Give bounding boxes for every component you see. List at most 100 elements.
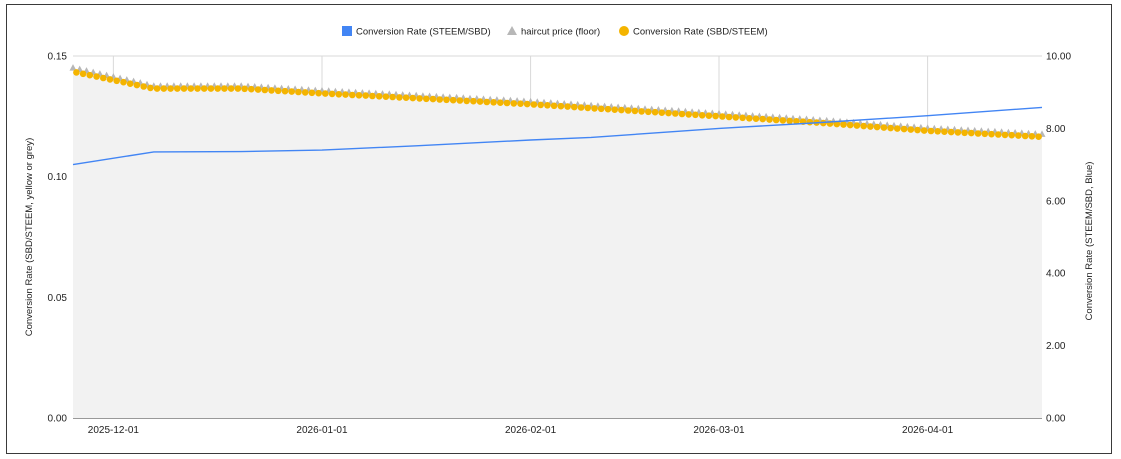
sbd-steem-point <box>362 92 370 99</box>
left-tick-label: 0.00 <box>48 414 68 425</box>
sbd-steem-point <box>638 108 645 115</box>
sbd-steem-point <box>577 104 585 111</box>
right-tick-label: 4.00 <box>1046 269 1066 280</box>
sbd-steem-point <box>476 98 484 105</box>
x-tick-label: 2025-12-01 <box>88 425 140 436</box>
sbd-steem-point <box>126 80 134 87</box>
left-tick-label: 0.10 <box>48 172 68 183</box>
sbd-steem-point <box>79 70 87 78</box>
sbd-steem-point <box>557 102 565 110</box>
sbd-steem-point <box>254 86 262 93</box>
sbd-steem-point <box>187 85 195 92</box>
sbd-steem-point <box>880 124 888 131</box>
sbd-steem-point <box>914 126 921 134</box>
sbd-steem-point <box>1015 132 1022 139</box>
sbd-steem-point <box>692 111 699 119</box>
sbd-steem-point <box>631 107 639 115</box>
sbd-steem-point <box>308 89 316 97</box>
right-tick-label: 10.00 <box>1046 52 1071 63</box>
x-tick-label: 2026-01-01 <box>296 425 348 436</box>
sbd-steem-point <box>618 106 625 114</box>
legend-label: Conversion Rate (STEEM/SBD) <box>356 27 491 38</box>
sbd-steem-point <box>981 130 989 138</box>
right-tick-label: 6.00 <box>1046 196 1066 207</box>
sbd-steem-point <box>591 105 598 112</box>
sbd-steem-point <box>423 95 430 103</box>
sbd-steem-point <box>530 101 538 108</box>
x-tick-label: 2026-02-01 <box>505 425 557 436</box>
sbd-steem-point <box>1001 131 1009 139</box>
sbd-steem-point <box>409 94 417 102</box>
sbd-steem-point <box>214 85 221 92</box>
sbd-steem-point <box>456 97 464 104</box>
sbd-steem-point <box>759 115 766 123</box>
right-axis-title: Conversion Rate (STEEM/SBD, Blue) <box>1084 162 1095 321</box>
sbd-steem-point <box>288 88 296 95</box>
sbd-steem-point <box>1035 133 1042 140</box>
sbd-steem-point <box>429 95 437 103</box>
right-axis-ticks: 0.00 2.00 4.00 6.00 8.00 10.00 <box>1046 52 1071 425</box>
sbd-steem-point <box>584 104 592 112</box>
sbd-steem-point <box>947 128 955 136</box>
sbd-steem-point <box>153 85 161 92</box>
sbd-steem-point <box>665 109 672 117</box>
sbd-steem-point <box>658 109 666 116</box>
sbd-steem-point <box>746 115 753 122</box>
sbd-steem-point <box>873 123 881 131</box>
sbd-steem-point <box>887 124 894 132</box>
sbd-steem-point <box>463 97 471 105</box>
sbd-steem-point <box>268 87 275 94</box>
sbd-steem-point <box>698 112 706 119</box>
sbd-steem-point <box>927 127 935 135</box>
sbd-steem-point <box>604 105 612 113</box>
sbd-steem-point <box>160 85 168 92</box>
sbd-steem-point <box>100 74 107 82</box>
sbd-steem-point <box>645 108 652 116</box>
sbd-steem-point <box>322 90 329 97</box>
sbd-steem-point <box>106 76 114 83</box>
area-layer <box>73 71 1042 418</box>
sbd-steem-point <box>234 85 242 92</box>
sbd-steem-point <box>133 81 141 89</box>
sbd-steem-point <box>840 121 847 128</box>
sbd-steem-point <box>793 118 800 125</box>
sbd-steem-point <box>544 102 551 109</box>
sbd-steem-point <box>328 90 336 98</box>
sbd-steem-point <box>725 113 733 121</box>
sbd-steem-point <box>497 99 504 106</box>
sbd-steem-point <box>550 102 558 110</box>
sbd-steem-point <box>772 116 780 124</box>
sbd-steem-point <box>867 123 874 130</box>
sbd-steem-point <box>470 97 477 105</box>
right-tick-label: 0.00 <box>1046 414 1066 425</box>
sbd-steem-point <box>369 92 376 100</box>
sbd-steem-point <box>73 69 80 76</box>
legend-triangle-icon <box>507 26 517 35</box>
sbd-steem-point <box>705 112 713 119</box>
left-tick-label: 0.15 <box>48 52 68 63</box>
sbd-steem-point <box>375 93 383 100</box>
sbd-steem-point <box>894 125 901 132</box>
sbd-steem-point <box>207 85 215 92</box>
sbd-steem-point <box>200 85 208 92</box>
sbd-steem-point <box>248 85 255 93</box>
sbd-steem-point <box>712 112 719 120</box>
sbd-steem-point <box>678 110 686 118</box>
sbd-steem-point <box>537 101 544 109</box>
sbd-steem-point <box>382 93 390 100</box>
sbd-steem-point <box>517 100 524 107</box>
sbd-steem-point <box>227 85 235 92</box>
sbd-steem-point <box>974 130 982 137</box>
sbd-steem-point <box>483 98 491 106</box>
sbd-steem-point <box>564 103 571 110</box>
sbd-steem-point <box>523 100 531 108</box>
sbd-steem-point <box>221 85 228 92</box>
left-tick-label: 0.05 <box>48 293 68 304</box>
sbd-steem-point <box>624 107 632 114</box>
left-axis-ticks: 0.00 0.05 0.10 0.15 <box>48 52 68 425</box>
right-tick-label: 2.00 <box>1046 341 1066 352</box>
sbd-steem-point <box>281 87 289 95</box>
sbd-steem-point <box>719 113 726 120</box>
sbd-steem-point <box>672 110 679 117</box>
